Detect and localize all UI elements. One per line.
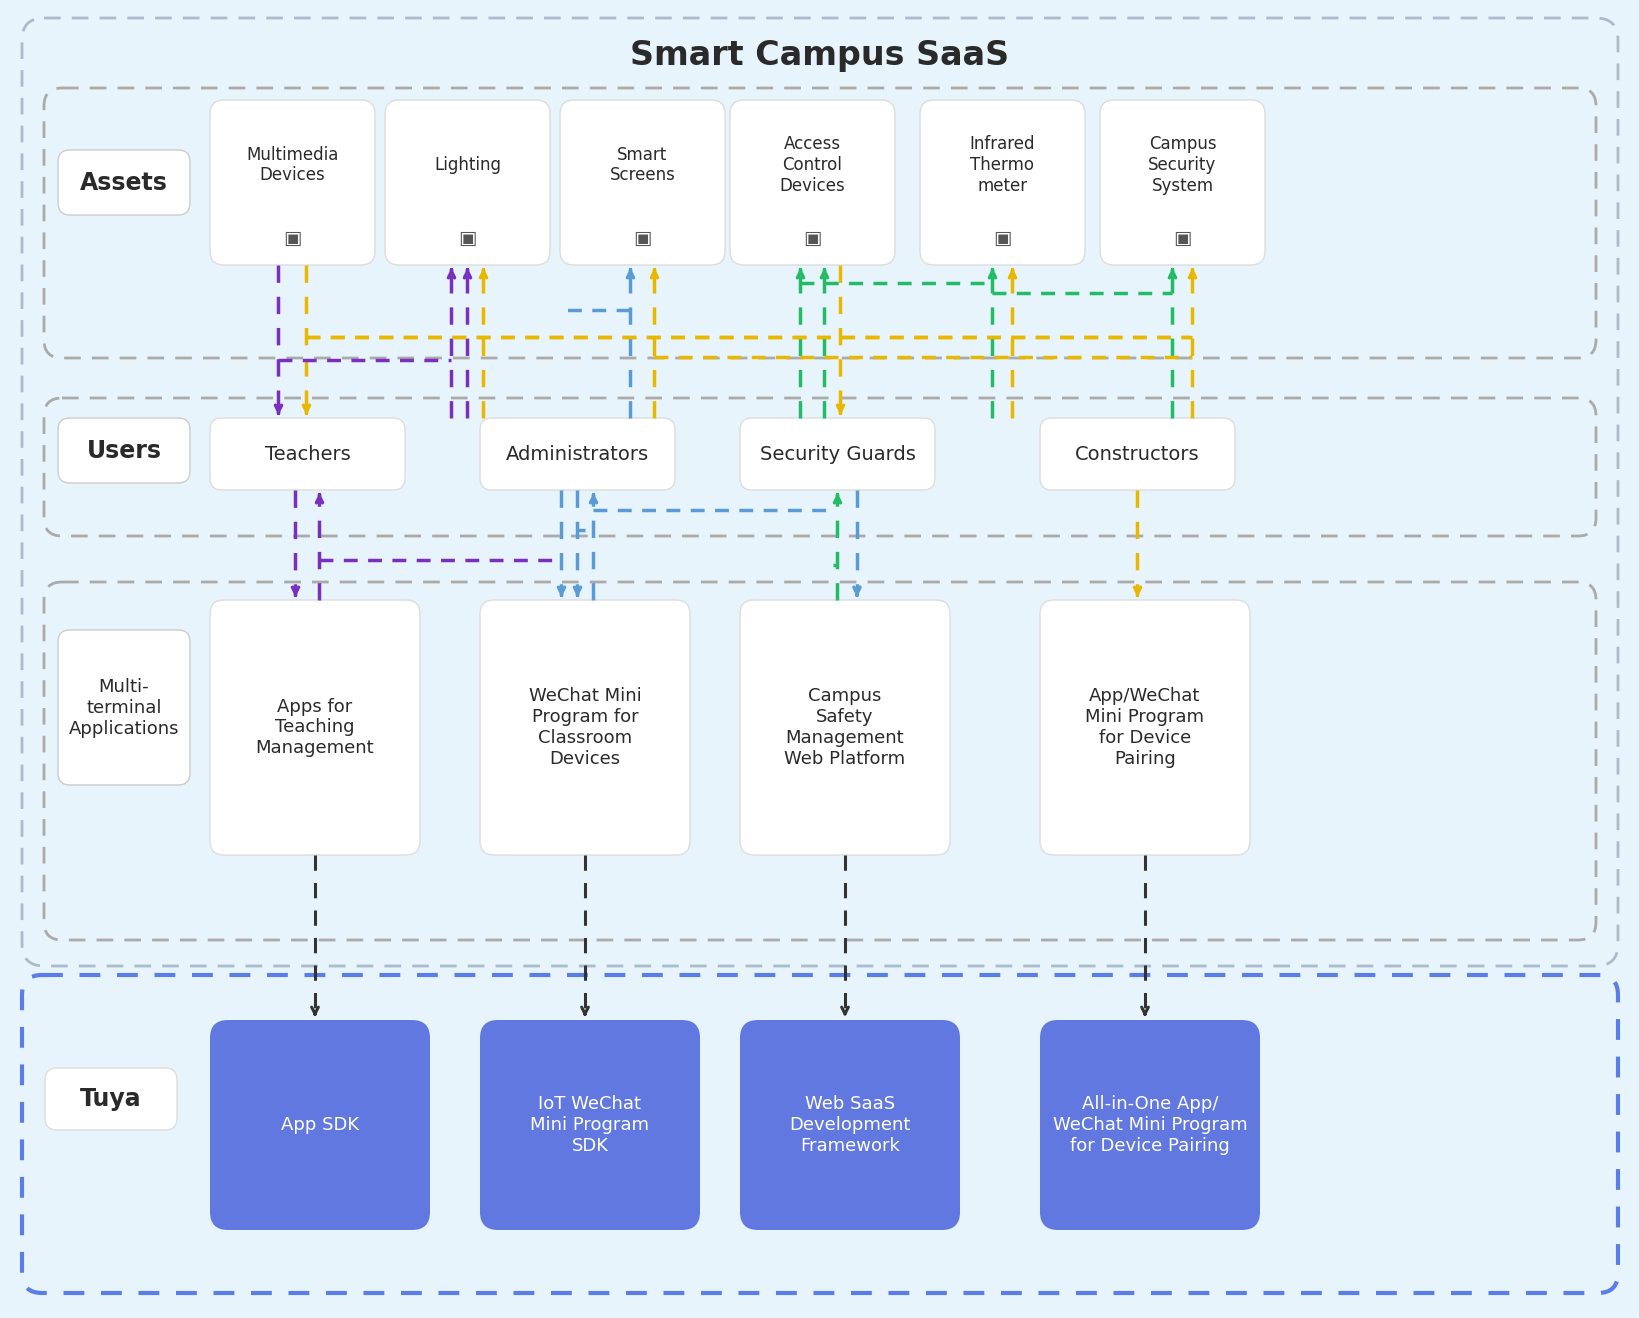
Text: Campus
Security
System: Campus Security System: [1147, 136, 1216, 195]
Text: Multi-
terminal
Applications: Multi- terminal Applications: [69, 679, 179, 738]
FancyBboxPatch shape: [21, 975, 1618, 1293]
Text: App SDK: App SDK: [280, 1116, 359, 1133]
FancyBboxPatch shape: [21, 18, 1618, 966]
FancyBboxPatch shape: [729, 100, 895, 265]
Text: WeChat Mini
Program for
Classroom
Devices: WeChat Mini Program for Classroom Device…: [528, 687, 641, 767]
Text: Teachers: Teachers: [264, 444, 351, 464]
Text: Web SaaS
Development
Framework: Web SaaS Development Framework: [788, 1095, 910, 1155]
Text: ▣: ▣: [1172, 228, 1192, 248]
FancyBboxPatch shape: [1039, 1020, 1259, 1230]
Text: Smart Campus SaaS: Smart Campus SaaS: [629, 40, 1010, 72]
FancyBboxPatch shape: [739, 1020, 959, 1230]
FancyBboxPatch shape: [210, 1020, 429, 1230]
Text: Campus
Safety
Management
Web Platform: Campus Safety Management Web Platform: [783, 687, 905, 767]
FancyBboxPatch shape: [919, 100, 1085, 265]
Text: Infrared
Thermo
meter: Infrared Thermo meter: [969, 136, 1034, 195]
Text: Administrators: Administrators: [505, 444, 649, 464]
FancyBboxPatch shape: [1039, 418, 1234, 490]
Text: ▣: ▣: [457, 228, 477, 248]
FancyBboxPatch shape: [210, 418, 405, 490]
FancyBboxPatch shape: [1100, 100, 1264, 265]
Text: App/WeChat
Mini Program
for Device
Pairing: App/WeChat Mini Program for Device Pairi…: [1085, 687, 1203, 767]
Text: Smart
Screens: Smart Screens: [610, 145, 675, 185]
FancyBboxPatch shape: [210, 600, 420, 855]
Text: Lighting: Lighting: [434, 156, 500, 174]
FancyBboxPatch shape: [739, 600, 949, 855]
Text: Multimedia
Devices: Multimedia Devices: [246, 145, 339, 185]
FancyBboxPatch shape: [480, 418, 675, 490]
FancyBboxPatch shape: [44, 1068, 177, 1130]
Text: ▣: ▣: [803, 228, 821, 248]
FancyBboxPatch shape: [57, 150, 190, 215]
FancyBboxPatch shape: [210, 100, 375, 265]
Text: ▣: ▣: [284, 228, 302, 248]
FancyBboxPatch shape: [480, 600, 690, 855]
FancyBboxPatch shape: [739, 418, 934, 490]
Text: Security Guards: Security Guards: [759, 444, 915, 464]
FancyBboxPatch shape: [385, 100, 549, 265]
FancyBboxPatch shape: [480, 1020, 700, 1230]
Text: Assets: Assets: [80, 171, 167, 195]
Text: IoT WeChat
Mini Program
SDK: IoT WeChat Mini Program SDK: [529, 1095, 649, 1155]
FancyBboxPatch shape: [1039, 600, 1249, 855]
Text: Constructors: Constructors: [1075, 444, 1200, 464]
Text: ▣: ▣: [993, 228, 1011, 248]
Text: Users: Users: [87, 439, 161, 463]
Text: Tuya: Tuya: [80, 1087, 141, 1111]
Text: Apps for
Teaching
Management: Apps for Teaching Management: [256, 697, 374, 758]
Text: ▣: ▣: [633, 228, 651, 248]
Text: All-in-One App/
WeChat Mini Program
for Device Pairing: All-in-One App/ WeChat Mini Program for …: [1052, 1095, 1247, 1155]
FancyBboxPatch shape: [57, 630, 190, 786]
FancyBboxPatch shape: [559, 100, 724, 265]
FancyBboxPatch shape: [57, 418, 190, 482]
Text: Access
Control
Devices: Access Control Devices: [779, 136, 844, 195]
